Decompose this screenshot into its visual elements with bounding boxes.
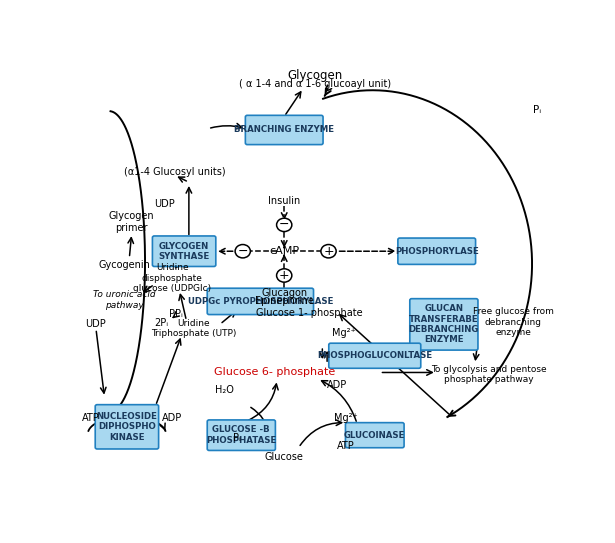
Text: UDP: UDP xyxy=(154,199,175,209)
Text: PHOSPHORYLASE: PHOSPHORYLASE xyxy=(395,247,478,256)
Text: 2Pᵢ: 2Pᵢ xyxy=(154,318,169,328)
Text: Insulin: Insulin xyxy=(268,196,300,206)
Text: Pᵢ: Pᵢ xyxy=(533,105,541,115)
Text: −: − xyxy=(279,218,290,231)
Text: ( α 1-4 and α 1-6 glucoayl unit): ( α 1-4 and α 1-6 glucoayl unit) xyxy=(239,79,391,89)
FancyBboxPatch shape xyxy=(329,343,421,368)
Text: UDPGc PYROPHOSPHORYLASE: UDPGc PYROPHOSPHORYLASE xyxy=(188,297,333,306)
Text: +: + xyxy=(279,269,290,282)
Text: +: + xyxy=(323,245,334,258)
Text: Glucose 6- phosphate: Glucose 6- phosphate xyxy=(214,368,335,377)
FancyBboxPatch shape xyxy=(346,422,404,448)
Text: H₂O: H₂O xyxy=(215,386,234,395)
Text: GLYCOGEN
SYNTHASE: GLYCOGEN SYNTHASE xyxy=(159,242,210,261)
Circle shape xyxy=(277,218,292,231)
FancyBboxPatch shape xyxy=(245,115,323,144)
FancyBboxPatch shape xyxy=(207,288,314,314)
Text: (α1-4 Glucosyl units): (α1-4 Glucosyl units) xyxy=(124,167,225,177)
Text: ADP: ADP xyxy=(327,380,347,390)
Text: Uridine
disphosphate
glucose (UDPGlc): Uridine disphosphate glucose (UDPGlc) xyxy=(133,263,212,293)
Text: Glycogen
primer: Glycogen primer xyxy=(109,211,154,233)
FancyBboxPatch shape xyxy=(95,405,159,449)
Text: Glucose: Glucose xyxy=(265,452,304,462)
Text: GLUCAN
TRANSFERABE
DEBRANCHING
ENZYME: GLUCAN TRANSFERABE DEBRANCHING ENZYME xyxy=(409,304,479,344)
Text: Glycogen: Glycogen xyxy=(288,69,343,82)
FancyBboxPatch shape xyxy=(207,420,276,451)
Text: PHOSPHOGLUCONLTASE: PHOSPHOGLUCONLTASE xyxy=(317,351,432,360)
FancyBboxPatch shape xyxy=(153,236,216,267)
Text: To glycolysis and pentose
phosphate pathway: To glycolysis and pentose phosphate path… xyxy=(431,365,547,384)
Text: −: − xyxy=(237,245,248,258)
Text: ATP: ATP xyxy=(82,413,100,424)
Text: Free glucose from
debranching
enzyme: Free glucose from debranching enzyme xyxy=(472,307,554,337)
Text: ATP: ATP xyxy=(337,440,355,451)
Text: To uronic acid
pathway: To uronic acid pathway xyxy=(93,291,156,310)
Text: NUCLEOSIDE
DIPHOSPHO
KINASE: NUCLEOSIDE DIPHOSPHO KINASE xyxy=(97,412,157,441)
Text: Glucose 1- phosphate: Glucose 1- phosphate xyxy=(256,308,362,318)
Text: ADP: ADP xyxy=(162,413,182,424)
Circle shape xyxy=(277,269,292,282)
Text: Mg²⁺: Mg²⁺ xyxy=(335,413,358,424)
Text: GLUCOINASE: GLUCOINASE xyxy=(344,431,405,440)
Text: UDP: UDP xyxy=(85,319,106,329)
Text: Glucagon: Glucagon xyxy=(261,288,308,298)
Text: Gycogenin: Gycogenin xyxy=(98,260,151,270)
FancyBboxPatch shape xyxy=(398,238,475,264)
Text: BRANCHING ENZYME: BRANCHING ENZYME xyxy=(234,125,334,135)
Text: Mg²⁺: Mg²⁺ xyxy=(332,328,355,338)
Text: GLUCOSE -B
PHOSPHATASE: GLUCOSE -B PHOSPHATASE xyxy=(206,426,276,445)
Circle shape xyxy=(235,244,250,258)
Text: Pᵢ: Pᵢ xyxy=(232,433,240,443)
FancyBboxPatch shape xyxy=(410,299,478,350)
Text: cAMP: cAMP xyxy=(269,246,300,256)
Text: PPᵢ: PPᵢ xyxy=(169,308,183,319)
Text: Epinephrine: Epinephrine xyxy=(255,296,314,306)
Text: Uridine
Triphosphate (UTP): Uridine Triphosphate (UTP) xyxy=(151,319,236,338)
Circle shape xyxy=(321,244,336,258)
